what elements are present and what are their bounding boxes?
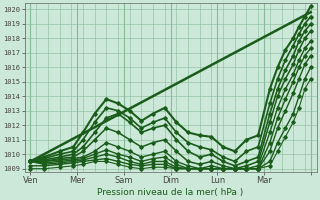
- X-axis label: Pression niveau de la mer( hPa ): Pression niveau de la mer( hPa ): [98, 188, 244, 197]
